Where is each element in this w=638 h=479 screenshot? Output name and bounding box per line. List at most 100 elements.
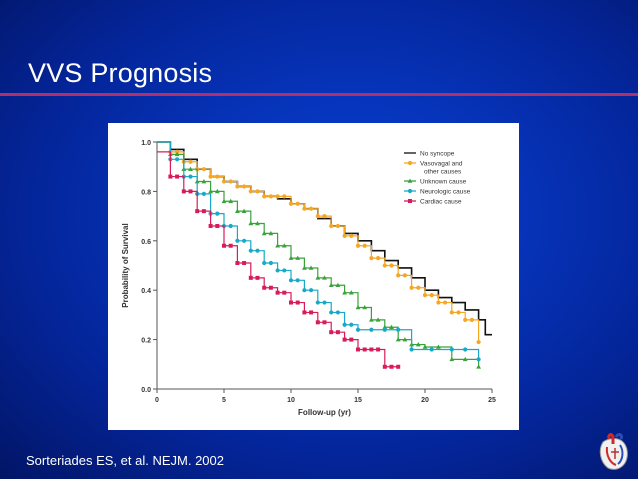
data-point <box>329 223 334 229</box>
data-point <box>268 230 274 236</box>
series-line <box>157 141 480 367</box>
data-point <box>322 214 327 219</box>
data-point <box>275 194 280 199</box>
data-point <box>349 233 354 238</box>
data-point <box>188 174 193 179</box>
data-point <box>188 166 193 171</box>
data-point <box>429 347 434 352</box>
data-point <box>335 223 340 229</box>
survival-chart: 0.0 0.2 0.4 0.6 0.8 1.0 0 5 10 15 20 25 Follow-up (y… <box>121 140 496 417</box>
data-point <box>416 285 421 290</box>
data-point <box>282 194 287 199</box>
y-tick-label: 0.4 <box>141 288 151 295</box>
data-point <box>382 263 387 268</box>
data-point <box>268 260 273 266</box>
data-point <box>242 184 247 189</box>
y-tick-label: 0.0 <box>141 387 151 394</box>
data-point <box>463 347 468 352</box>
data-point <box>348 290 354 295</box>
x-tick-label: 10 <box>287 397 295 404</box>
data-point <box>228 243 233 248</box>
x-axis-label: Follow-up (yr) <box>298 408 351 417</box>
data-point <box>369 327 374 332</box>
data-point <box>248 248 253 253</box>
data-point <box>342 337 347 342</box>
data-point <box>362 243 367 248</box>
data-point <box>382 364 387 369</box>
data-point <box>288 278 294 283</box>
data-point <box>356 347 360 352</box>
legend-label: Unknown cause <box>420 179 467 186</box>
data-point <box>195 209 200 214</box>
data-point <box>382 327 387 332</box>
data-point <box>201 209 206 214</box>
data-point <box>215 174 220 179</box>
data-point <box>262 285 267 290</box>
data-point <box>329 330 334 335</box>
data-point <box>208 188 213 194</box>
data-point <box>188 189 193 194</box>
data-point <box>282 290 287 295</box>
y-tick-label: 0.6 <box>141 239 151 246</box>
data-point <box>362 347 367 352</box>
y-tick-label: 0.8 <box>141 189 151 196</box>
legend-label: Neurologic cause <box>420 189 471 196</box>
data-point <box>415 342 421 347</box>
data-point <box>315 275 321 280</box>
survival-chart-panel: 0.0 0.2 0.4 0.6 0.8 1.0 0 5 10 15 20 25 Follow-up (y… <box>108 123 519 430</box>
x-tick-label: 5 <box>222 397 226 404</box>
data-point <box>235 238 240 243</box>
data-point <box>376 255 381 261</box>
data-point <box>429 293 434 298</box>
data-point <box>476 364 481 369</box>
data-point <box>302 206 307 211</box>
legend-label: Cardiac cause <box>420 199 462 206</box>
data-point <box>309 310 314 315</box>
data-point <box>396 273 401 278</box>
data-point <box>315 320 320 325</box>
data-point <box>469 317 474 322</box>
data-point <box>215 211 220 216</box>
data-point <box>409 347 414 352</box>
data-point <box>375 317 381 322</box>
data-point <box>255 189 260 194</box>
data-point <box>396 364 401 369</box>
data-point <box>201 191 206 196</box>
data-point <box>476 339 481 345</box>
data-point <box>407 178 413 183</box>
data-point <box>449 347 454 352</box>
data-point <box>262 260 267 266</box>
data-point <box>389 263 394 268</box>
data-point <box>436 344 441 349</box>
data-point <box>407 188 413 194</box>
data-point <box>443 300 448 305</box>
data-point <box>201 167 206 172</box>
data-point <box>175 174 180 179</box>
data-point <box>422 344 428 349</box>
data-point <box>235 208 240 213</box>
data-point <box>201 179 207 184</box>
data-point <box>208 223 213 228</box>
data-point <box>188 159 193 164</box>
data-point <box>362 304 368 310</box>
data-point <box>174 151 180 157</box>
data-point <box>402 273 407 278</box>
data-point <box>295 201 300 206</box>
data-point <box>322 320 327 325</box>
data-point <box>456 310 461 315</box>
data-point <box>463 317 468 322</box>
data-point <box>175 157 180 162</box>
data-point <box>409 285 414 290</box>
data-point <box>382 324 388 330</box>
data-point <box>235 184 240 189</box>
series-line <box>157 151 399 368</box>
data-point <box>214 188 220 194</box>
data-point <box>462 356 468 362</box>
data-point <box>342 233 347 238</box>
data-point <box>268 194 273 199</box>
data-point <box>241 208 247 213</box>
data-point <box>255 275 260 280</box>
data-point <box>335 310 340 315</box>
data-point <box>221 179 227 184</box>
data-point <box>328 282 334 288</box>
